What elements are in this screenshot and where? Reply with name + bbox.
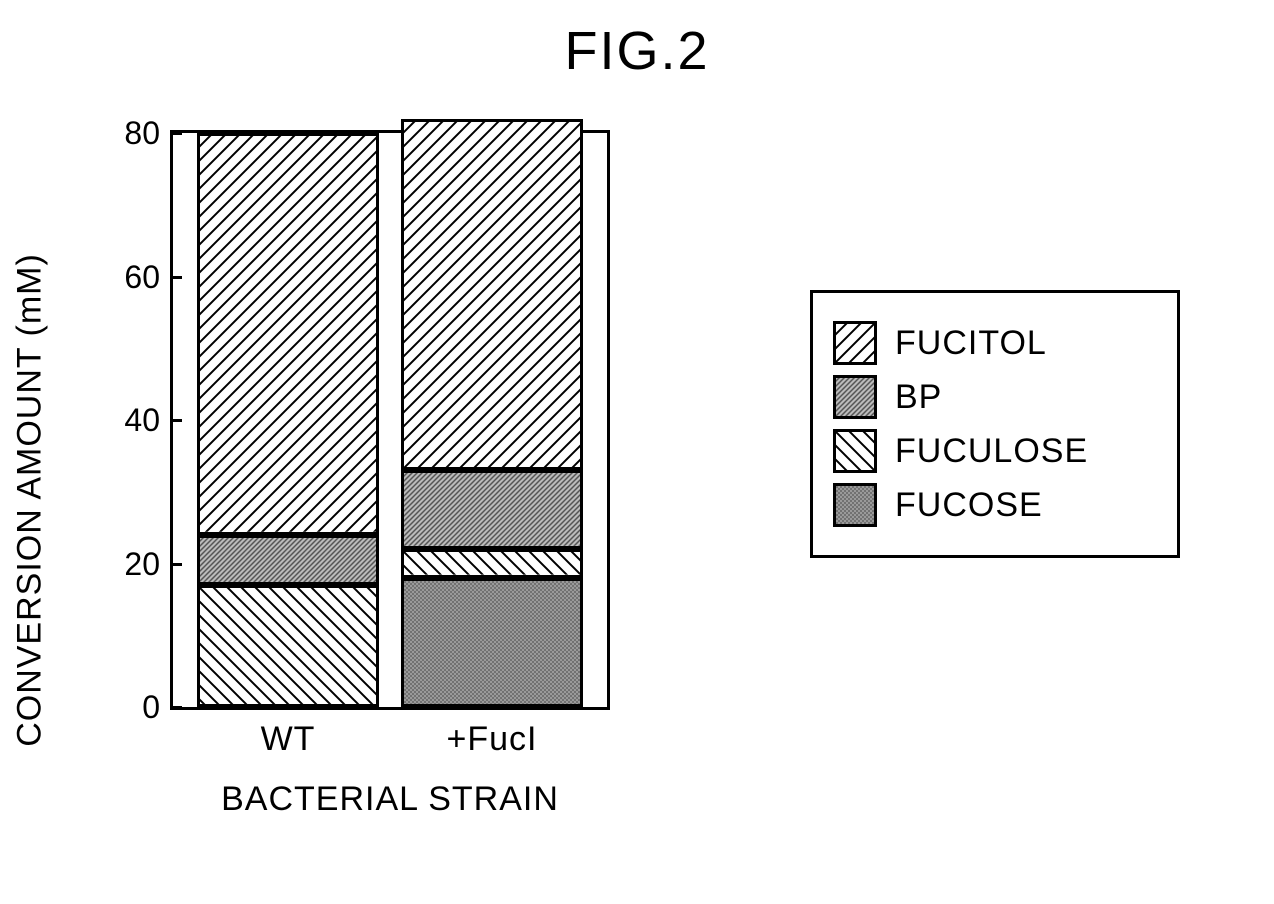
legend-item: BP xyxy=(833,375,1157,419)
legend-swatch-fuculose xyxy=(833,429,877,473)
bar-segment-fuculose xyxy=(197,585,379,707)
bar-segment-bp xyxy=(401,470,583,549)
y-tick-mark xyxy=(170,563,182,566)
bar-segment-fucitol xyxy=(401,119,583,471)
legend-label: FUCOSE xyxy=(895,486,1043,525)
y-tick-mark xyxy=(170,132,182,135)
x-axis-label: BACTERIAL STRAIN xyxy=(170,780,610,819)
y-tick-mark xyxy=(170,419,182,422)
chart-container: CONVERSION AMOUNT (mM) 020406080 WT+FucI… xyxy=(60,120,660,840)
legend-label: BP xyxy=(895,378,942,417)
bar-segment-fucitol xyxy=(197,133,379,535)
legend-label: FUCITOL xyxy=(895,324,1047,363)
bar-segment-fuculose xyxy=(401,549,583,578)
y-tick-label: 20 xyxy=(110,546,160,583)
x-category-label: WT xyxy=(197,720,379,759)
bar-segment-bp xyxy=(197,535,379,585)
legend-item: FUCITOL xyxy=(833,321,1157,365)
figure-title: FIG.2 xyxy=(0,20,1274,82)
y-tick-label: 80 xyxy=(110,115,160,152)
legend-label: FUCULOSE xyxy=(895,432,1088,471)
legend-swatch-fucitol xyxy=(833,321,877,365)
plot-area xyxy=(170,130,610,710)
stacked-bar xyxy=(401,119,583,707)
legend-swatch-fucose xyxy=(833,483,877,527)
stacked-bar xyxy=(197,133,379,707)
y-tick-label: 60 xyxy=(110,259,160,296)
legend: FUCITOL BP FUCULOSE FUCOSE xyxy=(810,290,1180,558)
y-tick-mark xyxy=(170,276,182,279)
y-tick-mark xyxy=(170,706,182,709)
legend-item: FUCULOSE xyxy=(833,429,1157,473)
x-category-label: +FucI xyxy=(401,720,583,759)
y-tick-label: 0 xyxy=(110,689,160,726)
bar-segment-fucose xyxy=(401,578,583,707)
legend-swatch-bp xyxy=(833,375,877,419)
y-axis-label: CONVERSION AMOUNT (mM) xyxy=(11,253,50,747)
legend-item: FUCOSE xyxy=(833,483,1157,527)
y-tick-label: 40 xyxy=(110,402,160,439)
